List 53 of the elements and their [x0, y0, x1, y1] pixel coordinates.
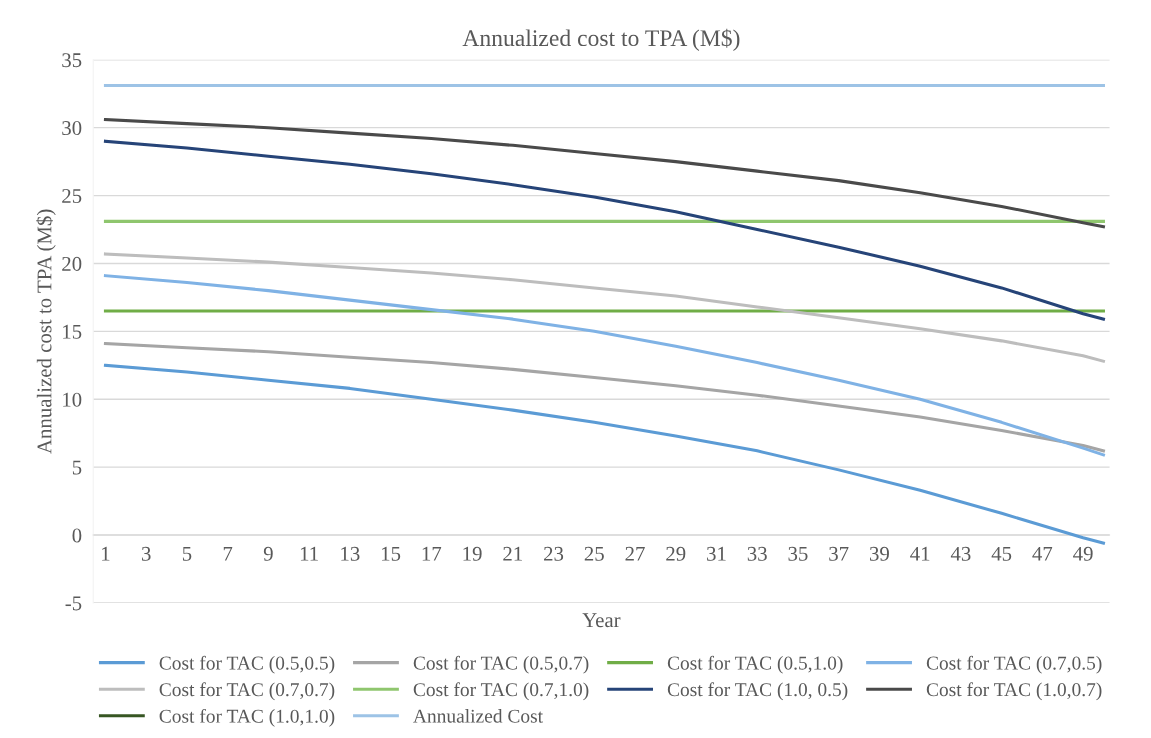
x-tick-label: 5 — [182, 546, 192, 561]
x-tick-label: 41 — [910, 546, 930, 561]
x-axis-title: Year — [582, 613, 621, 628]
y-tick-label: 25 — [62, 189, 82, 203]
x-tick-label: 29 — [666, 546, 686, 561]
x-tick-label: 9 — [263, 546, 273, 561]
line-series — [103, 139, 1105, 321]
y-tick-label: -5 — [65, 596, 82, 611]
line-series — [103, 363, 1105, 545]
line-series — [103, 342, 1105, 453]
x-tick-label: 15 — [382, 546, 401, 561]
x-tick-label: 37 — [829, 546, 849, 561]
x-tick-label: 11 — [300, 546, 318, 561]
x-tick-label: 49 — [1073, 546, 1093, 561]
x-tick-label: 47 — [1032, 546, 1053, 561]
y-tick-label: 15 — [63, 324, 82, 339]
y-tick-label: 20 — [62, 256, 82, 271]
legend-label: Cost for TAC (1.0, 0.5) — [667, 682, 848, 701]
legend-label: Cost for TAC (1.0,0.7) — [926, 682, 1102, 701]
x-tick-label: 21 — [503, 546, 522, 561]
line-series — [103, 274, 1105, 457]
y-tick-label: 10 — [63, 392, 82, 407]
x-tick-label: 7 — [223, 546, 233, 561]
y-axis-title: Annualized cost to TPA (M$) — [36, 209, 56, 454]
y-tick-label: 5 — [72, 460, 82, 475]
legend-label: Cost for TAC (0.5,1.0) — [667, 655, 843, 674]
x-tick-label: 17 — [422, 546, 442, 561]
x-tick-label: 1 — [102, 546, 110, 561]
x-tick-label: 3 — [141, 546, 151, 561]
y-tick-label: 0 — [72, 528, 82, 543]
x-tick-label: 19 — [463, 546, 482, 561]
line-series — [103, 252, 1105, 363]
x-tick-label: 31 — [707, 546, 726, 561]
legend-label: Cost for TAC (0.5,0.5) — [159, 655, 335, 674]
legend-label: Cost for TAC (0.7,0.7) — [159, 682, 335, 701]
x-tick-label: 25 — [584, 546, 604, 561]
line-series — [103, 118, 1105, 229]
x-tick-label: 43 — [950, 546, 971, 561]
x-tick-label: 39 — [869, 546, 889, 561]
legend-label: Cost for TAC (1.0,1.0) — [159, 708, 335, 727]
x-tick-label: 23 — [544, 546, 564, 561]
y-tick-label: 30 — [62, 121, 82, 136]
legend-label: Cost for TAC (0.7,1.0) — [413, 682, 589, 701]
x-tick-label: 45 — [991, 546, 1012, 561]
legend-label: Cost for TAC (0.5,0.7) — [413, 655, 589, 674]
legend-label: Annualized Cost — [413, 709, 543, 723]
x-tick-label: 33 — [747, 546, 767, 561]
legend-label: Cost for TAC (0.7,0.5) — [926, 655, 1102, 674]
x-tick-label: 35 — [788, 546, 808, 561]
x-tick-label: 27 — [625, 546, 645, 561]
y-tick-label: 35 — [62, 53, 82, 68]
x-tick-label: 13 — [341, 546, 360, 561]
chart-title: Annualized cost to TPA (M$) — [462, 28, 740, 51]
